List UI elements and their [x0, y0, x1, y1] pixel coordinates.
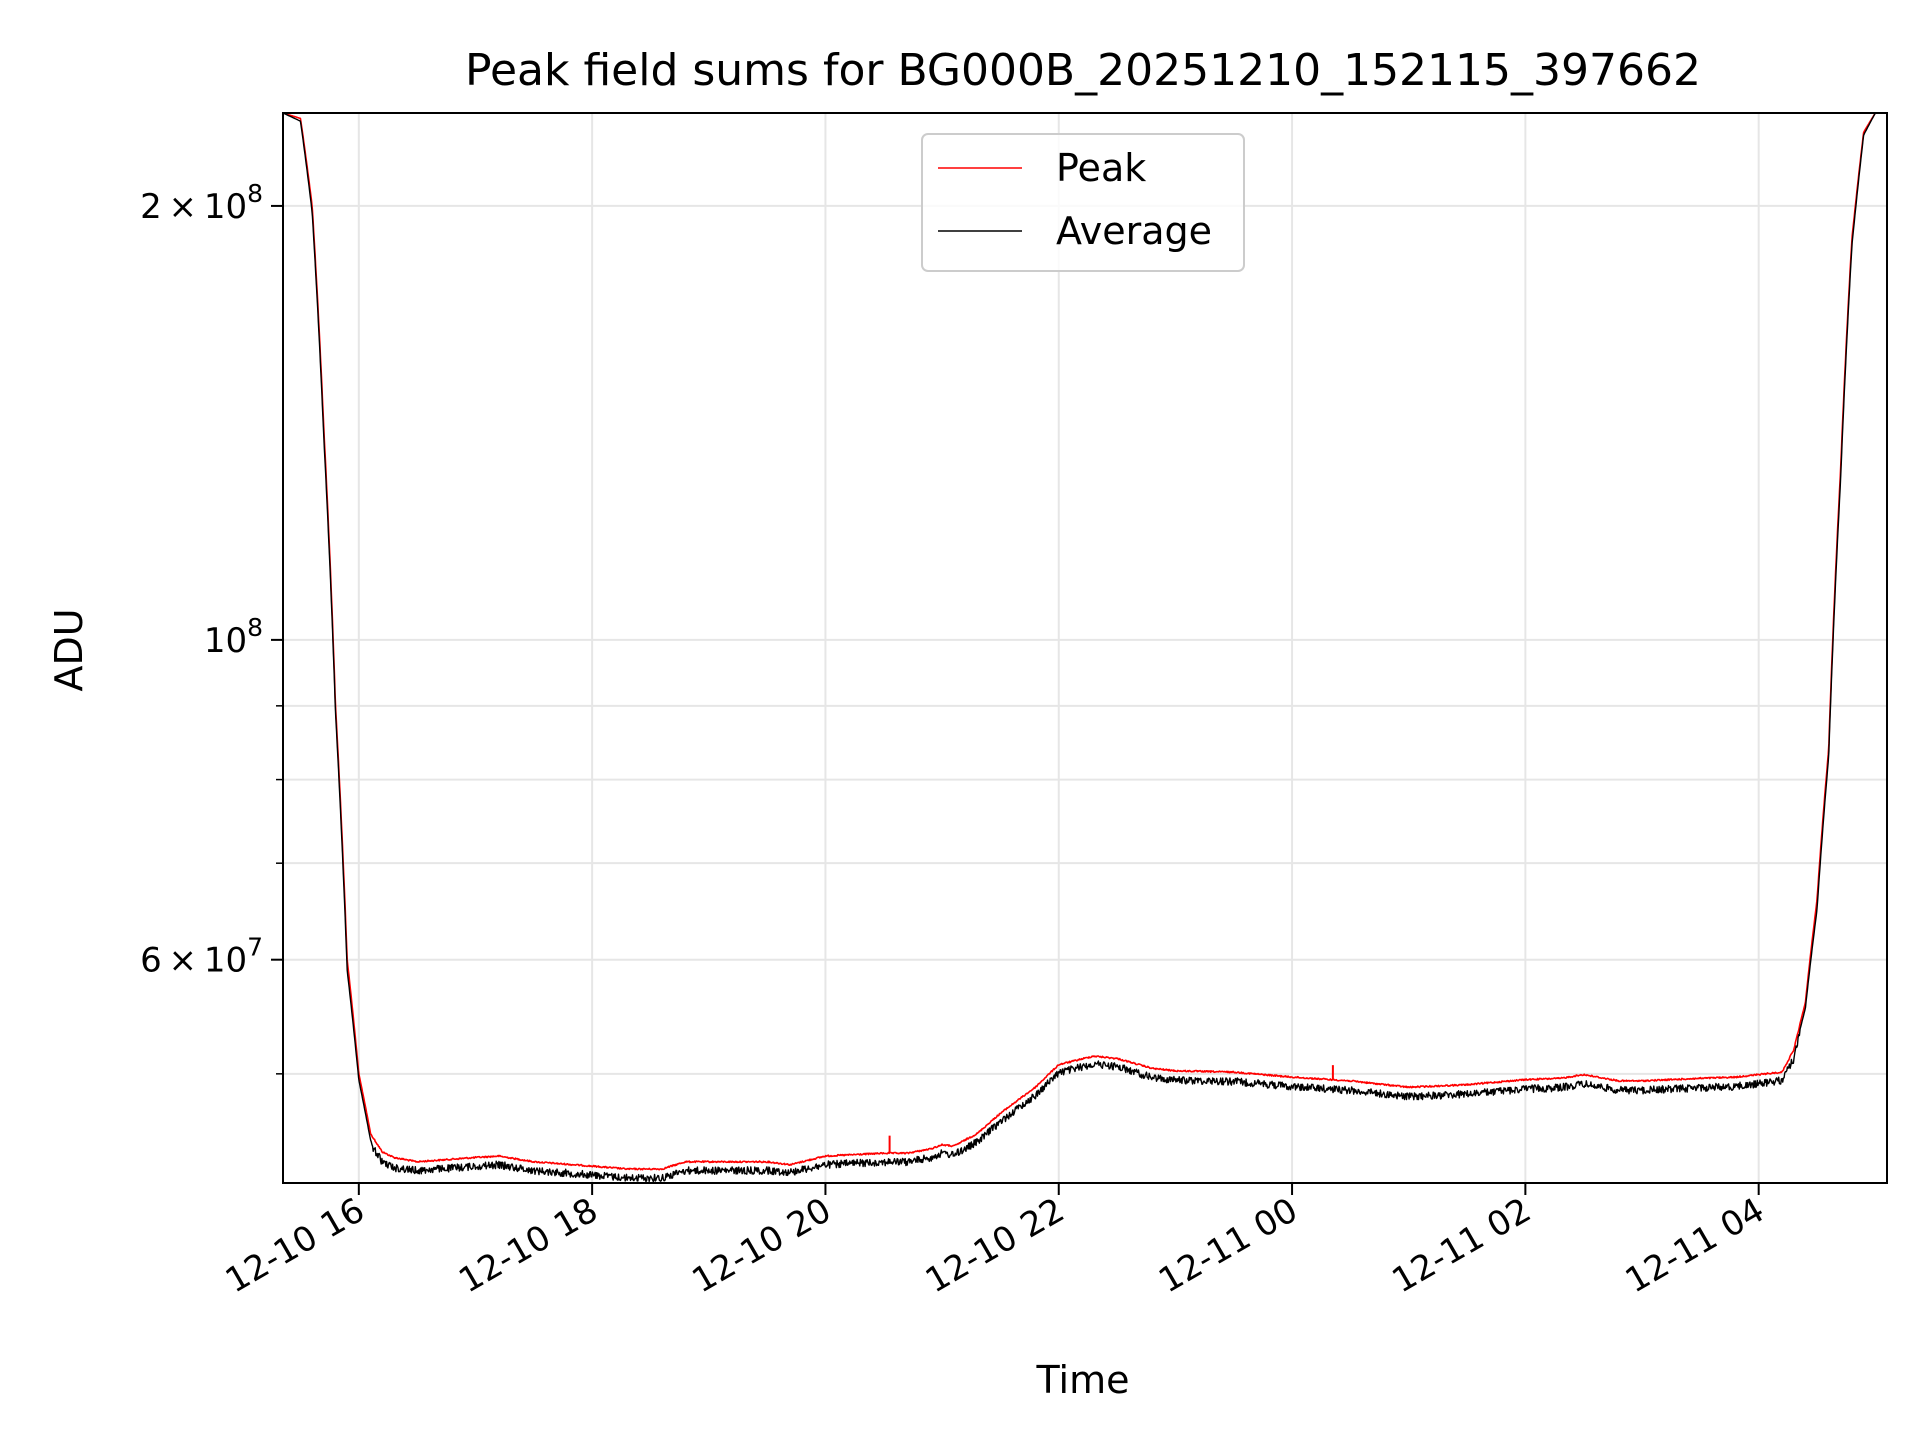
x-tick-label: 12-11 04 [1619, 1190, 1771, 1301]
x-tick-label: 12-11 00 [1152, 1190, 1304, 1301]
x-tick-label: 12-10 18 [452, 1190, 604, 1301]
plot-frame [282, 112, 1888, 1184]
series-layer [282, 112, 1888, 1183]
series-line-average [282, 112, 1888, 1183]
y-tick-label: 2 × 108 [140, 179, 263, 227]
x-tick-label: 12-10 20 [686, 1190, 838, 1301]
y-tick-label: 6 × 107 [140, 933, 263, 981]
x-tick-label: 12-10 16 [219, 1190, 371, 1301]
y-axis: 108 6 × 107 2 × 108 [140, 179, 283, 1075]
x-axis: 12-10 16 12-10 18 12-10 20 12-10 22 12-11 00… [219, 1183, 1771, 1301]
legend-label-peak: Peak [1056, 146, 1146, 190]
chart-title: Peak field sums for BG000B_20251210_1521… [465, 45, 1701, 96]
legend: Peak Average [921, 133, 1245, 272]
grid [283, 113, 1887, 1183]
legend-label-average: Average [1056, 209, 1212, 253]
y-tick-label: 108 [204, 613, 263, 661]
x-tick-label: 12-11 02 [1385, 1190, 1537, 1301]
y-axis-label: ADU [47, 608, 91, 691]
x-axis-label: Time [1036, 1358, 1130, 1402]
x-tick-label: 12-10 22 [919, 1190, 1071, 1301]
series-line-peak [282, 112, 1888, 1171]
